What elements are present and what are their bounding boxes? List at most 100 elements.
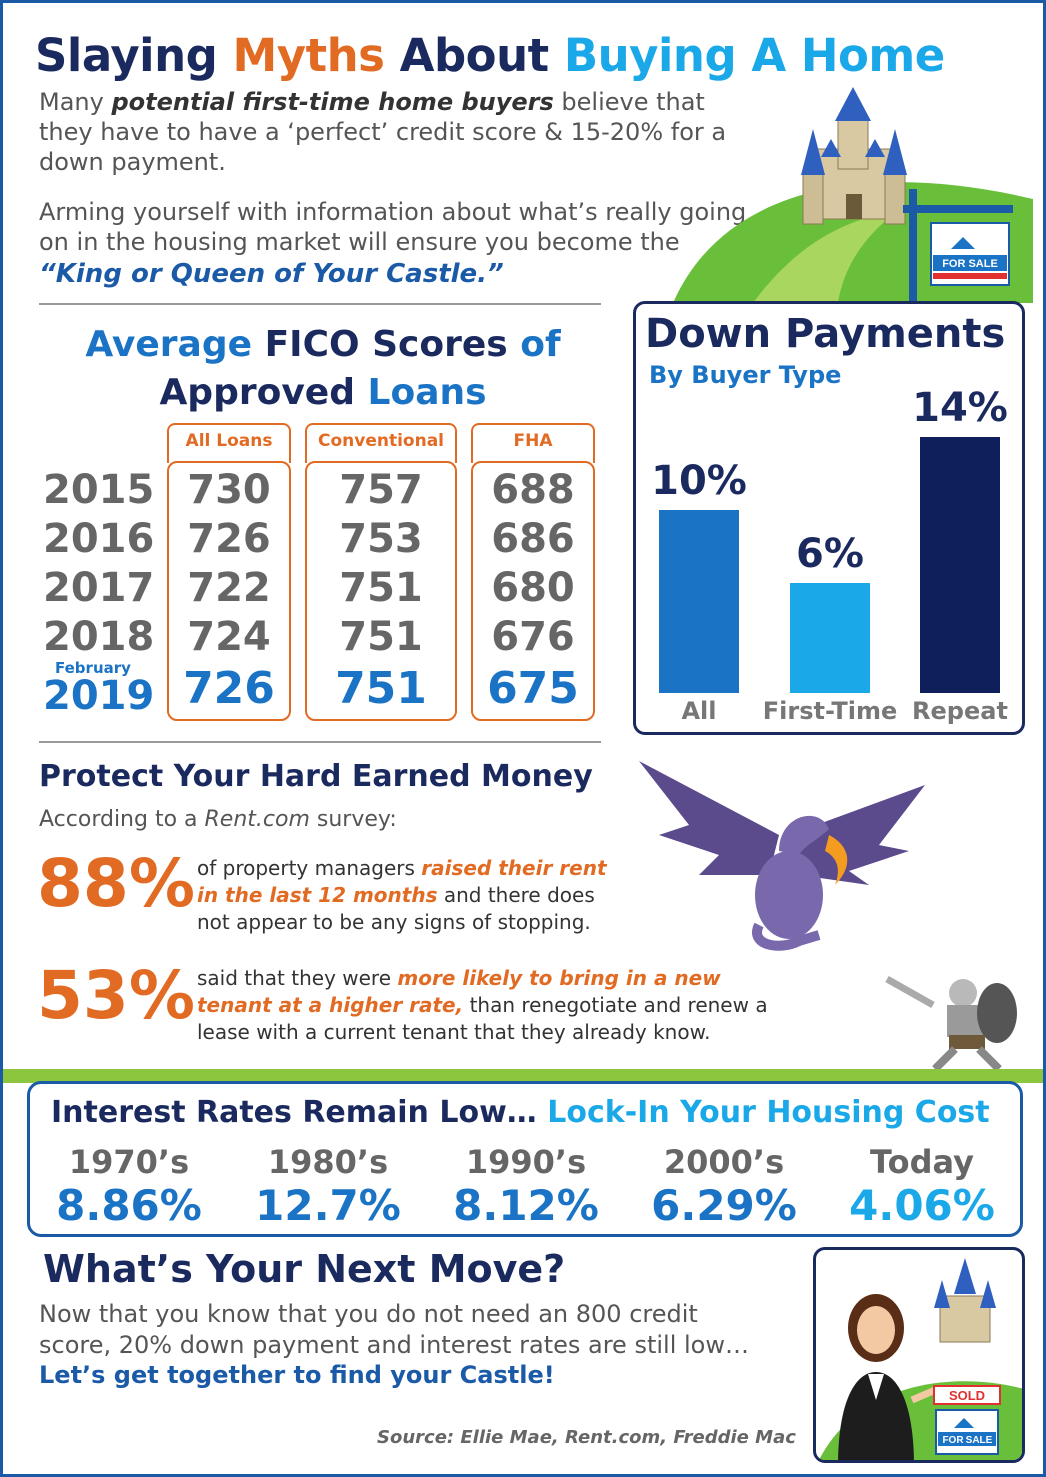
fico-value: 680 (491, 565, 575, 611)
protect-subtitle-text: survey: (316, 807, 397, 832)
stat-88-text: of property managers raised their rent i… (197, 855, 617, 936)
fico-value: 757 (339, 467, 423, 513)
title-word-buying: Buying A Home (563, 29, 946, 82)
interest-title-part: Lock-In Your Housing Cost (547, 1095, 990, 1130)
protect-subtitle-source: Rent.com (204, 807, 310, 832)
sold-label: SOLD (949, 1388, 985, 1403)
stat-text: than renegotiate and renew a lease with … (197, 993, 768, 1044)
intro-text: Arming yourself with information about w… (39, 198, 747, 256)
castle-icon (801, 87, 907, 225)
down-payment-category-label: First-Time (762, 697, 898, 725)
intro-text: Many (39, 88, 104, 116)
sold-sign-icon: SOLD FOR SALE (933, 1385, 1001, 1455)
intro-paragraph-2: Arming yourself with information about w… (39, 197, 759, 289)
page-title: Slaying Myths About Buying A Home (35, 29, 945, 82)
down-payment-category-label: All (681, 697, 717, 725)
intro-emphasis: potential first-time home buyers (111, 88, 554, 116)
down-payment-value-label: 6% (796, 531, 864, 578)
fico-title-word: Approved (159, 372, 355, 413)
sale-label: SALE (966, 1435, 993, 1446)
rate-decade: 1970’s (68, 1143, 190, 1181)
fico-value: 686 (491, 516, 575, 562)
rate-value: 12.7% (255, 1181, 401, 1230)
next-move-title: What’s Your Next Move? (43, 1247, 566, 1291)
agent-illustration: SOLD FOR SALE (819, 1258, 1022, 1460)
rate-decade: 1980’s (267, 1143, 389, 1181)
fico-value: 753 (339, 516, 423, 562)
fico-header-fha: FHA (471, 423, 595, 463)
down-payment-value-label: 10% (651, 458, 747, 504)
fico-title-word: Average (85, 324, 253, 365)
stat-text: said that they were (197, 966, 392, 990)
interest-title-part: Interest Rates Remain Low… (51, 1095, 537, 1130)
rate-value: 8.12% (453, 1181, 599, 1230)
down-payment-bar (659, 510, 739, 693)
protect-subtitle: According to a Rent.com survey: (39, 807, 397, 832)
interest-rates-title: Interest Rates Remain Low… Lock-In Your … (51, 1095, 990, 1130)
down-payment-bar (790, 583, 870, 693)
fico-value: 726 (187, 516, 271, 562)
title-word-myths: Myths (232, 29, 385, 82)
fico-column-fha (471, 461, 595, 721)
fico-month-label: February (55, 659, 131, 677)
rate-value: 8.86% (56, 1181, 202, 1230)
down-payment-value-label: 14% (912, 384, 1008, 431)
down-payments-subtitle: By Buyer Type (649, 361, 842, 389)
for-label: FOR (942, 1435, 964, 1446)
fico-value: 722 (187, 565, 271, 611)
down-payments-title: Down Payments (645, 311, 1006, 357)
fico-column-all-loans (167, 461, 291, 721)
king-queen-quote: “King or Queen of Your Castle.” (39, 259, 504, 289)
rate-value: 6.29% (651, 1181, 797, 1230)
fico-value: 751 (339, 614, 423, 660)
title-word-slaying: Slaying (35, 29, 218, 82)
fico-year: 2015 (43, 467, 155, 513)
interest-rates-panel (27, 1081, 1023, 1237)
source-credit: Source: Ellie Mae, Rent.com, Freddie Mac (377, 1427, 796, 1448)
fico-column-conventional (305, 461, 457, 721)
intro-paragraph-1: Many potential first-time home buyers be… (39, 87, 729, 177)
dragon-illustration (639, 761, 925, 951)
down-payment-bar (920, 436, 1000, 693)
fico-value: 751 (339, 565, 423, 611)
stat-text: of property managers (197, 856, 415, 880)
stat-53-percent: 53% (37, 957, 195, 1034)
fico-title-word: FICO Scores (264, 324, 508, 365)
rate-value-today: 4.06% (849, 1181, 995, 1230)
fico-value: 730 (187, 467, 271, 513)
knight-illustration (885, 975, 1017, 1072)
woman-agent-icon (838, 1294, 942, 1460)
down-payments-panel (633, 301, 1025, 735)
fico-value: 675 (487, 663, 579, 714)
stat-emphasis: more likely to bring in a new tenant at … (197, 966, 721, 1017)
green-hill-strip (3, 1069, 1043, 1083)
next-move-body: Now that you know that you do not need a… (39, 1300, 749, 1359)
title-word-about: About (399, 29, 550, 82)
svg-text:FOR SALE: FOR SALE (942, 258, 998, 270)
agent-panel: SOLD FOR SALE (813, 1247, 1025, 1463)
rate-decade: Today (870, 1143, 974, 1181)
fico-year: 2016 (43, 516, 155, 562)
fico-year: 2017 (43, 565, 155, 611)
fico-value: 724 (187, 614, 271, 660)
for-sale-sign-icon: FOR SALE (903, 189, 1013, 303)
protect-title: Protect Your Hard Earned Money (39, 759, 593, 794)
rate-decade: 1990’s (465, 1143, 587, 1181)
fico-title-word: of (520, 324, 561, 365)
stat-53-text: said that they were more likely to bring… (197, 965, 797, 1046)
fico-title: Average FICO Scores of Approved Loans (63, 321, 583, 417)
fico-year: 2018 (43, 614, 155, 660)
fico-value: 676 (491, 614, 575, 660)
fico-value: 751 (335, 663, 427, 714)
fico-title-word: Loans (367, 372, 487, 413)
intro-text: believe that they have to have a ‘perfec… (39, 88, 727, 176)
divider (39, 303, 601, 305)
castle-hill-illustration: FOR SALE (673, 87, 1033, 303)
fico-header-all-loans: All Loans (167, 423, 291, 463)
castle-icon (934, 1258, 996, 1343)
rate-decade: 2000’s (663, 1143, 785, 1181)
next-move-cta: Let’s get together to find your Castle! (39, 1361, 555, 1389)
divider (39, 741, 601, 743)
fico-year: 2019 (43, 673, 155, 719)
